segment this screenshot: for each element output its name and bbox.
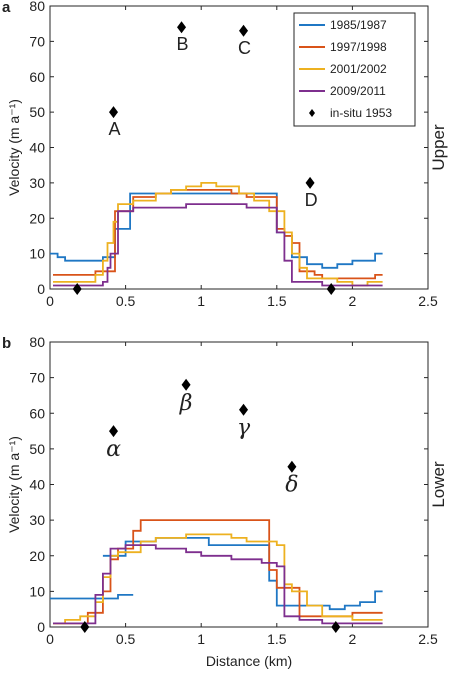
panel-letter: b	[2, 335, 11, 352]
insitu-point-label: D	[305, 190, 318, 210]
y-tick-label: 80	[29, 334, 45, 350]
x-tick-label: 1.5	[267, 631, 287, 647]
side-label: Upper	[429, 124, 448, 171]
y-tick-label: 0	[37, 281, 45, 297]
y-tick-label: 80	[29, 0, 45, 14]
insitu-point	[326, 283, 336, 295]
x-axis-label: Distance (km)	[206, 653, 292, 669]
x-tick-label: 1.5	[267, 293, 287, 309]
axes-box	[49, 341, 429, 628]
legend-entry: 2001/2002	[330, 62, 387, 76]
y-tick-label: 60	[29, 405, 45, 421]
y-tick-label: 30	[29, 175, 45, 191]
insitu-point	[239, 24, 249, 37]
insitu-point-label: δ	[285, 473, 298, 498]
y-tick-label: 70	[29, 370, 45, 386]
insitu-point-label: C	[238, 38, 251, 58]
y-axis-label: Velocity (m a⁻¹)	[6, 99, 22, 196]
x-tick-label: 0	[46, 293, 54, 309]
panel-b: 0 10 20 30 40 50 60 70 80 0 0.5 1 1.5 2 2.5 Velocity (m…	[2, 334, 448, 669]
series-line-1985-1987	[50, 594, 134, 600]
series-line-2001-2002	[53, 182, 383, 287]
series-line-1985-1987-segment	[102, 537, 383, 611]
x-tick-label: 0.5	[116, 631, 136, 647]
y-tick-label: 40	[29, 140, 45, 156]
legend-marker-diamond	[309, 109, 315, 117]
x-tick-label: 2	[349, 293, 357, 309]
insitu-point	[331, 621, 341, 633]
y-tick-label: 0	[37, 619, 45, 635]
panel-letter: a	[2, 0, 11, 16]
y-tick-label: 20	[29, 548, 45, 564]
y-tick-label: 50	[29, 104, 45, 120]
y-tick-label: 40	[29, 477, 45, 493]
legend-entry: 1997/1998	[330, 40, 387, 54]
x-tick-label: 1	[197, 293, 205, 309]
insitu-point	[181, 378, 191, 391]
y-tick-label: 70	[29, 33, 45, 49]
insitu-point-label: γ	[237, 416, 251, 441]
insitu-point	[239, 403, 249, 416]
x-tick-label: 2	[349, 631, 357, 647]
legend-entry: in-situ 1953	[330, 106, 392, 120]
insitu-point	[80, 621, 90, 633]
insitu-point	[109, 106, 119, 119]
legend: 1985/1987 1997/1998 2001/2002 2009/2011 in-s…	[293, 12, 416, 127]
insitu-point	[177, 21, 187, 34]
series-line-2001-2002	[53, 533, 383, 625]
x-tick-label: 2.5	[418, 293, 438, 309]
insitu-point-label: β	[179, 391, 193, 416]
series-line-1985-1987	[50, 192, 383, 269]
x-tick-label: 0.5	[116, 293, 136, 309]
panel-a: 0 10 20 30 40 50 60 70 80 0 0.5 1 1.5 2 2.5 Velocity (m…	[2, 0, 448, 309]
y-axis-label: Velocity (m a⁻¹)	[6, 436, 22, 533]
side-label: Lower	[429, 461, 448, 508]
series-line-2009-2011	[53, 544, 383, 625]
y-tick-label: 10	[29, 583, 45, 599]
series-line-2009-2011	[53, 203, 383, 287]
insitu-point	[72, 283, 82, 295]
y-tick-label: 10	[29, 246, 45, 262]
legend-entry: 2009/2011	[330, 84, 386, 98]
y-tick-label: 30	[29, 512, 45, 528]
y-tick-label: 60	[29, 69, 45, 85]
x-tick-label: 2.5	[418, 631, 438, 647]
insitu-point	[287, 460, 297, 473]
insitu-point	[305, 176, 315, 189]
insitu-point	[109, 425, 119, 438]
legend-entry: 1985/1987	[330, 18, 387, 32]
x-tick-label: 0	[46, 631, 54, 647]
insitu-point-label: B	[177, 34, 189, 54]
x-tick-label: 1	[197, 631, 205, 647]
y-tick-label: 50	[29, 441, 45, 457]
series-line-1997-1998	[53, 519, 383, 625]
y-tick-label: 20	[29, 210, 45, 226]
insitu-point-label: A	[108, 119, 120, 139]
insitu-point-label: α	[106, 437, 121, 462]
